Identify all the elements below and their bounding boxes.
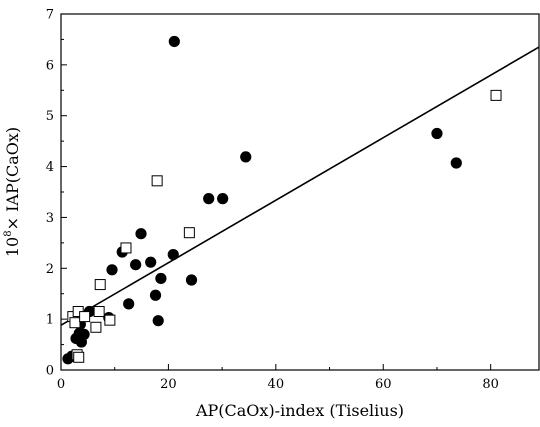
filled-circle-point [450, 157, 462, 169]
y-axis: 0 1 2 3 4 5 6 7 [46, 8, 67, 379]
x-axis: 0 20 40 60 80 [57, 364, 499, 392]
open-square-point [79, 311, 91, 323]
filled-circle-point [130, 259, 142, 271]
filled-circle-point [106, 264, 118, 276]
open-square-point [104, 314, 116, 326]
filled-circle-point [78, 328, 90, 340]
x-axis-title: AP(CaOx)-index (Tiselius) [195, 401, 404, 420]
open-square-point [120, 242, 132, 254]
y-axis-title-rest: × IAP(CaOx) [3, 127, 22, 231]
y-tick-label: 3 [46, 211, 54, 226]
y-axis-title: 108× IAP(CaOx) [3, 127, 22, 257]
filled-circle-point [431, 127, 443, 140]
filled-circle-point [185, 274, 198, 286]
regression-line-group [60, 46, 540, 326]
x-tick-label: 40 [268, 377, 285, 392]
open-square-point [73, 351, 85, 363]
y-tick-label: 0 [46, 364, 54, 379]
x-tick-label: 80 [482, 377, 499, 392]
filled-circle-point [152, 315, 164, 327]
y-tick-label: 4 [46, 160, 54, 175]
plot-frame [60, 13, 540, 371]
open-square-point [69, 317, 81, 329]
filled-circle-point [145, 256, 157, 268]
y-tick-label: 5 [46, 109, 54, 124]
filled-circle-point [168, 35, 180, 48]
open-square-point [93, 306, 105, 318]
filled-circle-point [123, 298, 135, 310]
x-tick-label: 20 [160, 377, 177, 392]
filled-circle-point [155, 272, 167, 285]
filled-circle-point [217, 193, 229, 205]
open-square-point [94, 279, 106, 291]
filled-circle-point [135, 228, 147, 240]
data-points [62, 35, 502, 365]
open-square-point [90, 321, 102, 333]
open-square-point [490, 89, 502, 101]
y-tick-label: 7 [46, 8, 54, 23]
y-axis-title-prefix: 10 [3, 237, 22, 257]
open-square-point [183, 227, 195, 239]
filled-circle-point [167, 248, 179, 261]
y-tick-label: 1 [46, 313, 54, 328]
x-tick-label: 0 [57, 377, 65, 392]
plot-area-border [60, 13, 540, 371]
y-tick-label: 2 [46, 262, 54, 277]
filled-circle-point [240, 151, 252, 163]
filled-circle-point [149, 289, 162, 301]
regression-line [60, 46, 540, 326]
y-tick-label: 6 [46, 58, 54, 73]
open-square-point [151, 175, 163, 187]
filled-circle-point [203, 193, 215, 205]
x-tick-label: 60 [375, 377, 392, 392]
y-axis-title-exponent: 8 [3, 230, 14, 236]
